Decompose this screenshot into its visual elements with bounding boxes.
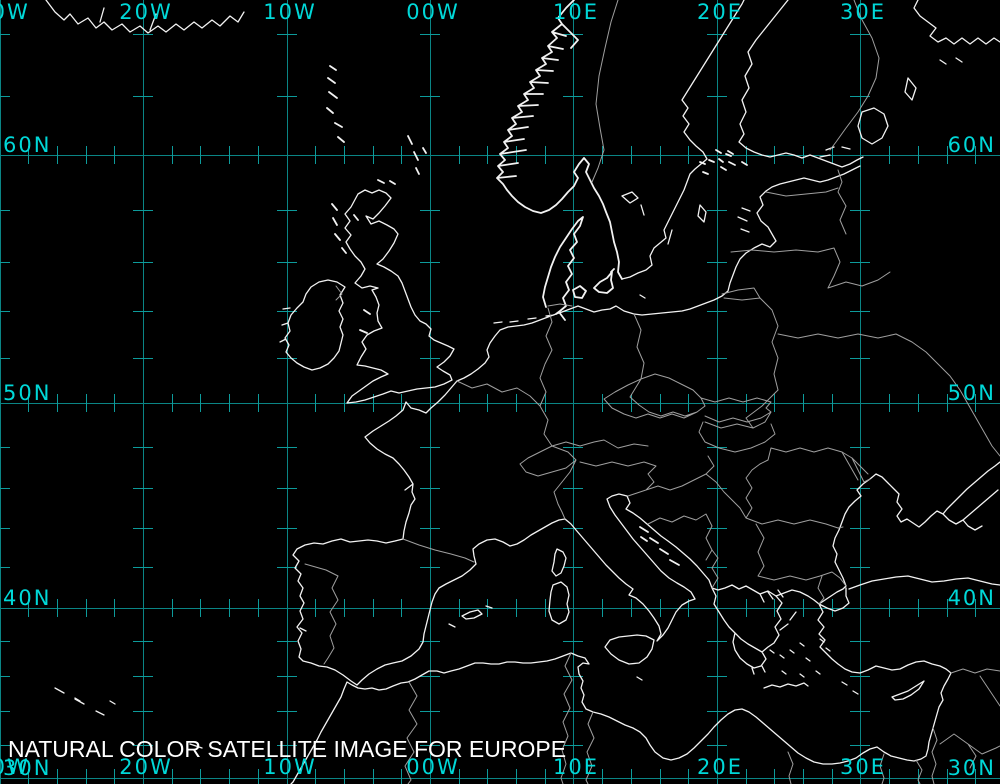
lat-label-left-30N: 30N	[3, 756, 52, 780]
border-norway-sweden	[591, 0, 619, 183]
coastline-dalmatian-islands	[639, 526, 680, 566]
coastline-aegean-islands	[769, 638, 859, 695]
border-moldova	[841, 451, 871, 483]
coastline-iceland	[45, 0, 245, 34]
coastline-baltic-south	[456, 294, 646, 382]
lon-label-top-20W: 20W	[119, 0, 173, 24]
lon-label-bottom-20W: 20W	[119, 755, 173, 779]
lat-label-right-40N: 40N	[947, 586, 996, 610]
lon-label-bottom-10W: 10W	[263, 755, 317, 779]
coastline-faroe-islands	[326, 65, 345, 143]
coastline-white-sea	[904, 0, 1000, 101]
coastline-crete	[763, 682, 809, 689]
coastline-great-britain	[344, 189, 455, 404]
lon-label-bottom-30E: 30E	[840, 755, 886, 779]
lon-label-bottom-30W: 30W	[0, 755, 30, 779]
caption-block: NATURAL COLOR SATELLITE IMAGE FOR EUROPE…	[8, 699, 566, 784]
lat-label-left-60N: 60N	[3, 133, 52, 157]
lat-label-right-60N: 60N	[947, 133, 996, 157]
coastline-italy-adriatic	[564, 493, 713, 642]
border-slovakia-hungary	[698, 397, 776, 453]
lon-label-bottom-20E: 20E	[697, 755, 743, 779]
lat-label-right-30N: 30N	[947, 756, 996, 780]
lat-label-left-40N: 40N	[3, 586, 52, 610]
coastline-swedish-lakes	[621, 191, 645, 216]
border-northern-ireland	[335, 285, 343, 301]
coastline-marmara-anatolia-africa	[290, 585, 952, 784]
border-balkans	[647, 447, 869, 605]
border-ukraine-carpathia	[745, 389, 779, 429]
coastline-ireland	[279, 279, 346, 371]
coastline-stockholm-archipelago	[699, 149, 748, 175]
caption-title: NATURAL COLOR SATELLITE IMAGE FOR EUROPE	[8, 736, 567, 762]
border-spain-portugal	[304, 563, 339, 665]
lon-label-top-10E: 10E	[553, 0, 599, 24]
border-switzerland-alps	[519, 439, 715, 520]
coastline-balearics	[448, 605, 493, 628]
lon-label-top-00W: 00W	[406, 0, 460, 24]
border-poland-germany-czech	[603, 313, 706, 419]
coastline-sardinia	[548, 581, 570, 625]
border-middle-east	[915, 668, 1000, 784]
border-baltics	[721, 169, 847, 391]
coastline-lake-ladoga	[819, 107, 889, 158]
coastline-cyprus	[891, 680, 925, 701]
lon-label-top-30E: 30E	[840, 0, 886, 24]
coastline-sweden-baltic	[621, 0, 745, 280]
coastline-finland	[738, 0, 864, 168]
coastline-gulf-of-finland-south	[633, 165, 861, 316]
coastline-scottish-isles	[331, 135, 427, 334]
lon-label-bottom-00W: 00W	[406, 755, 460, 779]
coastline-corsica	[551, 548, 567, 577]
lon-label-top-10W: 10W	[263, 0, 317, 24]
coastline-sicily	[604, 634, 655, 681]
coastline-saaremaa	[737, 207, 751, 233]
coastline-denmark	[542, 216, 615, 321]
country-borders	[304, 0, 1000, 784]
border-germany-west	[456, 303, 573, 447]
lat-label-right-50N: 50N	[947, 381, 996, 405]
coastline-black-sea	[832, 461, 1000, 590]
border-finland-russia	[829, 0, 880, 151]
lon-label-bottom-10E: 10E	[553, 755, 599, 779]
border-belarus-ukraine-russia	[777, 271, 1000, 457]
lon-label-top-30W: 30W	[0, 0, 30, 24]
border-north-africa	[404, 652, 885, 784]
coastline-norway	[496, 0, 623, 280]
coastline-gotland-oland	[667, 204, 707, 245]
lon-label-top-20E: 20E	[697, 0, 743, 24]
coastlines	[45, 0, 1000, 784]
coastline-greece	[711, 584, 797, 675]
coastline-azores-madeira	[54, 687, 203, 749]
lat-label-left-50N: 50N	[3, 381, 52, 405]
coastline-france-iberia	[292, 380, 566, 686]
border-france-spain	[402, 538, 475, 563]
